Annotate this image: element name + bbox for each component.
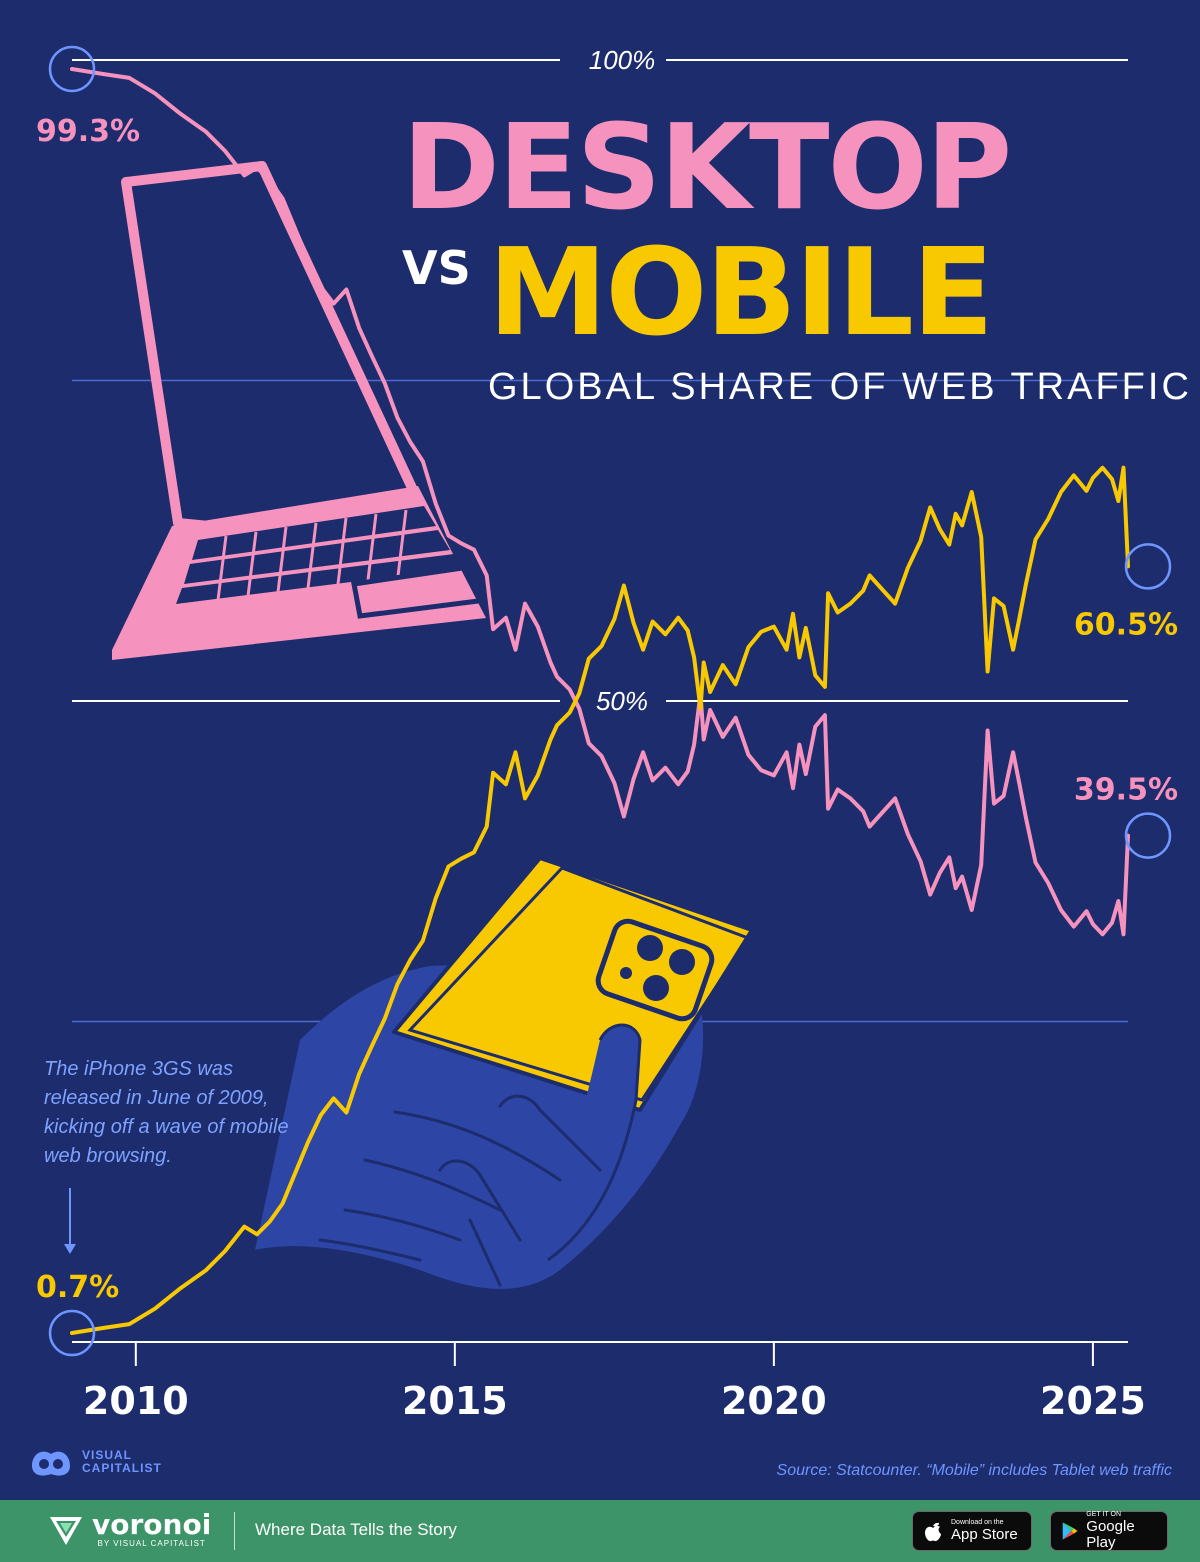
title-desktop: DESKTOP [402,98,1012,236]
x-tick-label-2010: 2010 [83,1379,189,1423]
series-line-desktop [70,67,1130,937]
x-axis: 2010 2015 2020 2025 [83,1342,1146,1423]
voronoi-brand[interactable]: voronoi BY VISUAL CAPITALIST [46,1509,211,1549]
subtitle: GLOBAL SHARE OF WEB TRAFFIC [488,366,1192,408]
voronoi-logo-icon [50,1517,82,1545]
start-marker-mobile [48,1309,96,1357]
series-line-mobile [70,465,1130,1335]
source-note: Source: Statcounter. “Mobile” includes T… [776,1462,1172,1479]
x-tick-label-2025: 2025 [1040,1379,1146,1423]
app-store-button[interactable]: Download on the App Store [912,1511,1032,1551]
start-marker-desktop [48,45,96,93]
annotation-text: The iPhone 3GS was released in June of 2… [44,1058,289,1167]
visual-capitalist-logo-icon [32,1451,70,1476]
series-layer [70,67,1130,1335]
start-value-label-mobile: 0.7% [36,1270,119,1305]
tagline: Where Data Tells the Story [255,1520,457,1539]
brand-by: BY VISUAL CAPITALIST [97,1538,206,1548]
y-axis-labels: 100% 50% [589,45,656,716]
google-play-big: Google Play [1086,1518,1135,1551]
end-marker-mobile [1124,543,1172,590]
x-tick-label-2015: 2015 [402,1379,508,1423]
end-marker-desktop [1124,812,1172,859]
end-markers: 99.3% 39.5% 0.7% 60.5% [36,45,1178,1357]
google-play-icon [1062,1522,1078,1540]
app-store-small: Download on the [951,1519,1004,1526]
brand-name: voronoi [92,1507,212,1541]
laptop-icon [112,161,490,660]
title-vs: VS [402,241,471,295]
footer-divider [234,1512,235,1550]
end-value-label-mobile: 60.5% [1074,607,1178,642]
logo-line2: CAPITALIST [82,1461,162,1475]
apple-icon [925,1522,941,1542]
google-play-button[interactable]: GET IT ON Google Play [1050,1511,1168,1551]
y-tick-label-50: 50% [596,686,648,716]
annotation-arrow-head [64,1244,76,1254]
app-store-big: App Store [951,1526,1018,1543]
logo-line1: VISUAL [82,1448,133,1462]
x-tick-label-2020: 2020 [721,1379,827,1423]
start-value-label-desktop: 99.3% [36,114,140,149]
y-tick-label-100: 100% [589,45,656,75]
line-chart: 2010 2015 2020 2025 100% 50% 99.3% 39.5% 0.7% 6… [36,45,1178,1423]
title-mobile: MOBILE [488,224,994,363]
end-value-label-desktop: 39.5% [1074,773,1178,808]
phone-in-hand-icon [255,856,754,1289]
google-play-small: GET IT ON [1086,1511,1122,1518]
visual-capitalist-logo: VISUAL CAPITALIST [28,1444,162,1480]
footer: voronoi BY VISUAL CAPITALIST Where Data … [0,1500,1200,1562]
